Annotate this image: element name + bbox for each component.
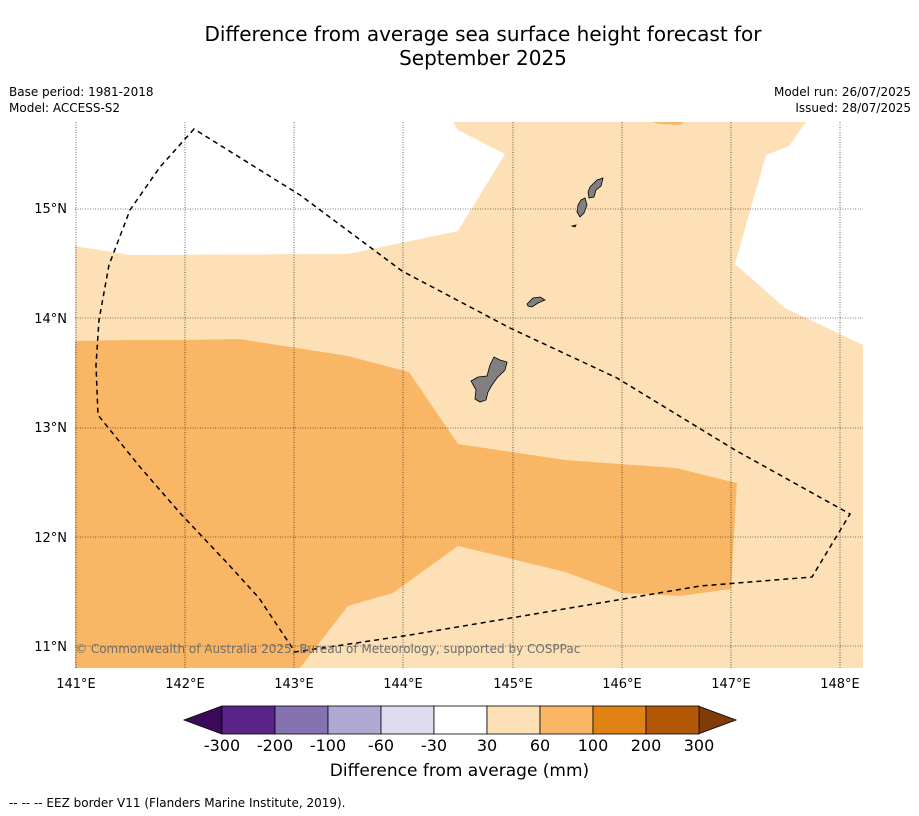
saipan-island xyxy=(587,177,604,199)
lon-label-142: 142°E xyxy=(165,677,205,692)
colorbar-tick-label: 30 xyxy=(477,736,497,755)
meta-left: Base period: 1981-2018 Model: ACCESS-S2 xyxy=(9,84,154,116)
colorbar-max-arrow xyxy=(697,705,738,735)
lon-axis-labels: 141°E 142°E 143°E 144°E 145°E 146°E 147°… xyxy=(56,677,860,692)
colorbar-min-arrow xyxy=(182,705,223,735)
colorbar-swatch xyxy=(486,705,541,735)
contour-small-patch xyxy=(652,122,684,125)
tinian-island xyxy=(576,197,588,218)
colorbar-tick-label: -60 xyxy=(368,736,394,755)
colorbar-tick-label: -200 xyxy=(257,736,293,755)
colorbar-tick-label: 200 xyxy=(631,736,662,755)
colorbar-tick-label: -300 xyxy=(204,736,240,755)
colorbar-swatch xyxy=(645,705,700,735)
gridlines xyxy=(75,122,863,668)
base-period-text: Base period: 1981-2018 xyxy=(9,85,154,99)
rota-island xyxy=(526,296,546,308)
lat-label-13: 13°N xyxy=(34,421,67,436)
lon-label-144: 144°E xyxy=(383,677,423,692)
colorbar: -300 -200 -100 -60 -30 30 60 100 200 300 xyxy=(182,705,738,755)
eez-border xyxy=(95,128,852,653)
colorbar-swatch xyxy=(592,705,647,735)
colorbar-swatch xyxy=(380,705,435,735)
eez-footnote: -- -- -- EEZ border V11 (Flanders Marine… xyxy=(9,796,346,810)
meta-right: Model run: 26/07/2025 Issued: 28/07/2025 xyxy=(774,84,911,116)
colorbar-swatch xyxy=(221,705,276,735)
chart-title: Difference from average sea surface heig… xyxy=(0,22,919,70)
copyright-text: © Commonwealth of Australia 2025, Bureau… xyxy=(75,642,580,656)
colorbar-tick-label: -100 xyxy=(310,736,346,755)
map-area: © Commonwealth of Australia 2025, Bureau… xyxy=(75,122,863,668)
colorbar-tick-label: 100 xyxy=(578,736,609,755)
issued-text: Issued: 28/07/2025 xyxy=(795,101,911,115)
title-line-2: September 2025 xyxy=(399,46,567,70)
lon-label-148: 148°E xyxy=(820,677,860,692)
colorbar-swatch xyxy=(274,705,329,735)
lon-label-143: 143°E xyxy=(274,677,314,692)
lon-label-147: 147°E xyxy=(711,677,751,692)
guam-island xyxy=(470,356,508,403)
contour-30-60 xyxy=(75,122,863,668)
contour-60-100 xyxy=(75,339,737,668)
colorbar-title: Difference from average (mm) xyxy=(329,761,590,781)
lat-label-12: 12°N xyxy=(34,531,67,546)
lat-label-11: 11°N xyxy=(34,640,67,655)
colorbar-tick-label: 60 xyxy=(530,736,550,755)
colorbar-swatch xyxy=(327,705,382,735)
model-text: Model: ACCESS-S2 xyxy=(9,101,121,115)
model-run-text: Model run: 26/07/2025 xyxy=(773,85,911,99)
lon-label-141: 141°E xyxy=(56,677,96,692)
lat-label-14: 14°N xyxy=(34,312,67,327)
colorbar-tick-label: 300 xyxy=(684,736,715,755)
colorbar-swatch xyxy=(539,705,594,735)
lon-label-145: 145°E xyxy=(493,677,533,692)
aguijan-island xyxy=(570,224,577,228)
lat-label-15: 15°N xyxy=(34,202,67,217)
lat-axis-labels: 15°N 14°N 13°N 12°N 11°N xyxy=(34,202,67,655)
title-line-1: Difference from average sea surface heig… xyxy=(204,22,762,46)
lon-label-146: 146°E xyxy=(602,677,642,692)
colorbar-tick-label: -30 xyxy=(421,736,447,755)
colorbar-swatch xyxy=(433,705,488,735)
